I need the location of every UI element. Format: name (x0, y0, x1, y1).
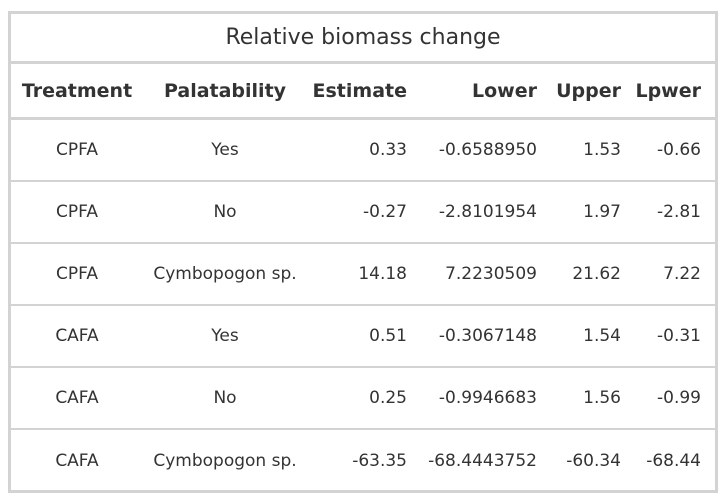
cell-estimate: 0.25 (369, 388, 407, 408)
cell-upper: -60.34 (566, 451, 621, 471)
cell-lower: -2.8101954 (438, 202, 537, 222)
table-row: CAFA Yes 0.51 -0.3067148 1.54 -0.31 (11, 306, 715, 368)
table-row: CAFA Cymbopogon sp. -63.35 -68.4443752 -… (11, 430, 715, 492)
cell-treatment: CPFA (56, 264, 98, 284)
column-header-lpwer: Lpwer (635, 79, 701, 102)
cell-upper: 1.54 (583, 326, 621, 346)
table-row: CPFA Cymbopogon sp. 14.18 7.2230509 21.6… (11, 244, 715, 306)
cell-upper: 21.62 (572, 264, 621, 284)
header-row: Treatment Palatability Estimate Lower Up… (11, 64, 715, 120)
cell-estimate: 0.51 (369, 326, 407, 346)
table-title: Relative biomass change (11, 14, 715, 64)
table-row: CPFA No -0.27 -2.8101954 1.97 -2.81 (11, 182, 715, 244)
cell-estimate: -0.27 (363, 202, 407, 222)
cell-lower: -0.9946683 (438, 388, 537, 408)
table-row: CPFA Yes 0.33 -0.6588950 1.53 -0.66 (11, 120, 715, 182)
cell-lpwer: 7.22 (663, 264, 701, 284)
cell-estimate: 14.18 (358, 264, 407, 284)
cell-treatment: CAFA (55, 451, 99, 471)
cell-upper: 1.97 (583, 202, 621, 222)
cell-lpwer: -68.44 (646, 451, 701, 471)
cell-lower: -0.6588950 (438, 140, 537, 160)
cell-palatability: Yes (211, 326, 239, 346)
cell-estimate: 0.33 (369, 140, 407, 160)
cell-treatment: CPFA (56, 140, 98, 160)
column-header-lower: Lower (472, 79, 537, 102)
cell-estimate: -63.35 (352, 451, 407, 471)
cell-palatability: No (213, 202, 237, 222)
cell-palatability: Yes (211, 140, 239, 160)
column-header-palatability: Palatability (163, 79, 287, 102)
column-header-treatment: Treatment (21, 79, 133, 102)
cell-treatment: CAFA (55, 388, 99, 408)
cell-lower: 7.2230509 (445, 264, 537, 284)
column-header-upper: Upper (556, 79, 621, 102)
cell-palatability: Cymbopogon sp. (153, 264, 297, 284)
cell-lpwer: -0.31 (657, 326, 701, 346)
cell-lpwer: -0.99 (657, 388, 701, 408)
cell-palatability: Cymbopogon sp. (153, 451, 297, 471)
cell-lpwer: -0.66 (657, 140, 701, 160)
cell-palatability: No (213, 388, 237, 408)
cell-treatment: CAFA (55, 326, 99, 346)
column-header-estimate: Estimate (312, 79, 407, 102)
cell-treatment: CPFA (56, 202, 98, 222)
table-row: CAFA No 0.25 -0.9946683 1.56 -0.99 (11, 368, 715, 430)
cell-upper: 1.53 (583, 140, 621, 160)
cell-lpwer: -2.81 (657, 202, 701, 222)
cell-upper: 1.56 (583, 388, 621, 408)
cell-lower: -0.3067148 (438, 326, 537, 346)
cell-lower: -68.4443752 (428, 451, 537, 471)
results-table: Relative biomass change Treatment Palata… (8, 11, 718, 493)
